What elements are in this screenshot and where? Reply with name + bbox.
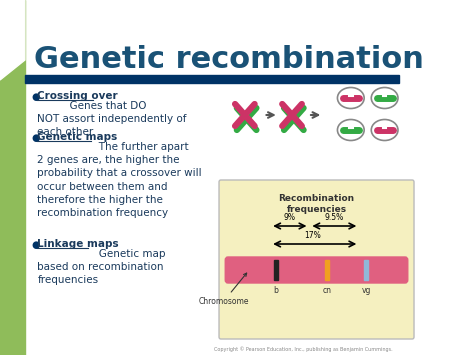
Ellipse shape xyxy=(337,87,364,109)
Text: Chromosome: Chromosome xyxy=(198,273,249,306)
Text: vg: vg xyxy=(362,286,371,295)
Text: Linkage maps: Linkage maps xyxy=(37,239,119,249)
Bar xyxy=(325,260,329,280)
Text: Recombination
frequencies: Recombination frequencies xyxy=(278,194,355,214)
Text: Crossing over: Crossing over xyxy=(37,91,118,101)
Bar xyxy=(273,260,278,280)
Bar xyxy=(0,0,25,355)
Ellipse shape xyxy=(371,120,398,141)
Ellipse shape xyxy=(371,87,398,109)
Ellipse shape xyxy=(337,120,364,141)
Bar xyxy=(364,260,368,280)
Text: Genetic maps: Genetic maps xyxy=(37,132,118,142)
Text: Genetic map
based on recombination
frequencies: Genetic map based on recombination frequ… xyxy=(37,249,166,285)
Text: 9%: 9% xyxy=(284,213,296,222)
FancyBboxPatch shape xyxy=(219,180,414,339)
Text: b: b xyxy=(273,286,278,295)
Text: ●: ● xyxy=(31,240,40,250)
Text: Copyright © Pearson Education, Inc., publishing as Benjamin Cummings.: Copyright © Pearson Education, Inc., pub… xyxy=(214,346,392,352)
Text: 9.5%: 9.5% xyxy=(325,213,344,222)
Text: Genetic recombination: Genetic recombination xyxy=(34,45,424,74)
Polygon shape xyxy=(0,0,25,80)
Bar xyxy=(25,75,399,83)
Text: The further apart
2 genes are, the higher the
probability that a crossover will
: The further apart 2 genes are, the highe… xyxy=(37,142,202,218)
FancyBboxPatch shape xyxy=(225,257,408,283)
Text: ●: ● xyxy=(31,92,40,102)
Text: ●: ● xyxy=(31,133,40,143)
Text: cn: cn xyxy=(323,286,332,295)
Text: Genes that DO
NOT assort independently of
each other: Genes that DO NOT assort independently o… xyxy=(37,101,187,137)
Text: 17%: 17% xyxy=(305,231,321,240)
